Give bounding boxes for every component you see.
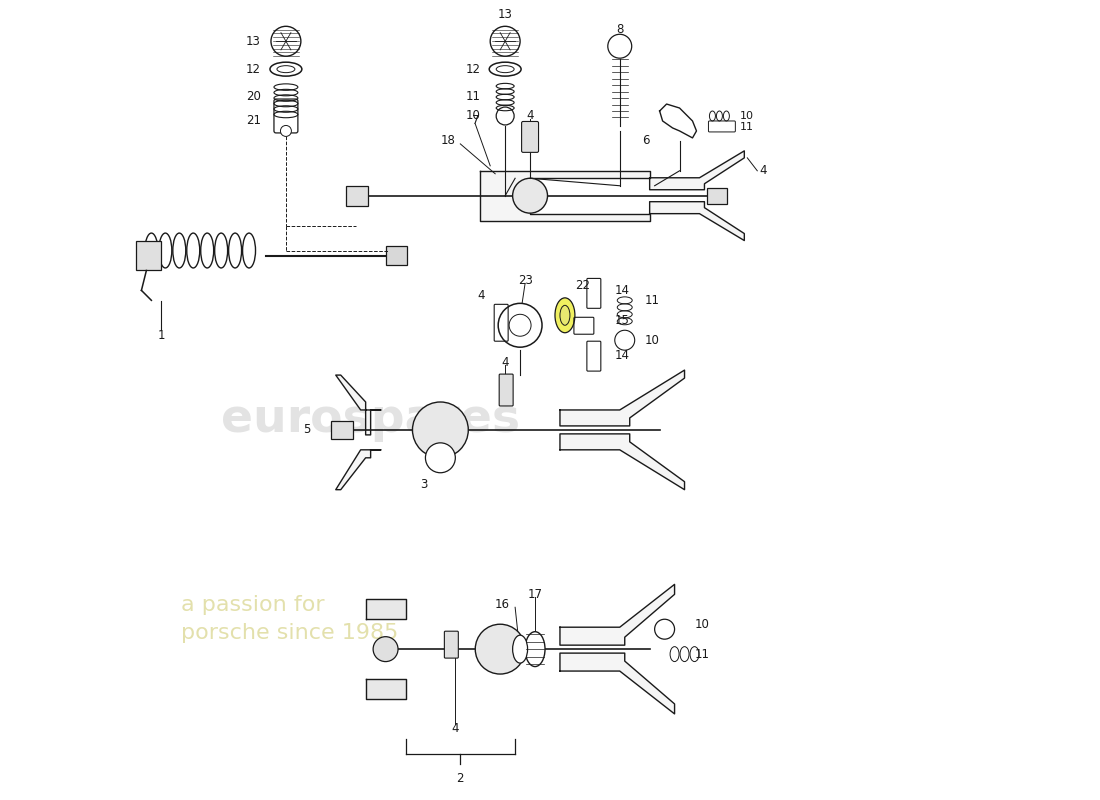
Text: 20: 20 (246, 90, 261, 102)
Text: 14: 14 (615, 349, 630, 362)
Text: 11: 11 (645, 294, 660, 307)
Text: 13: 13 (497, 8, 513, 22)
Text: 4: 4 (526, 110, 534, 122)
Text: 21: 21 (246, 114, 261, 127)
Text: a passion for
porsche since 1985: a passion for porsche since 1985 (182, 595, 398, 643)
Polygon shape (481, 170, 650, 221)
FancyBboxPatch shape (521, 122, 539, 152)
Ellipse shape (373, 637, 398, 662)
Polygon shape (560, 584, 674, 645)
Text: 7: 7 (472, 114, 478, 127)
Text: 10: 10 (739, 111, 754, 121)
Text: 22: 22 (575, 279, 590, 292)
Circle shape (280, 126, 292, 137)
Polygon shape (336, 450, 381, 490)
Ellipse shape (556, 298, 575, 333)
Text: 13: 13 (246, 34, 261, 48)
Text: 11: 11 (465, 90, 481, 102)
Text: 4: 4 (759, 164, 767, 178)
Text: 11: 11 (694, 648, 710, 661)
Text: 14: 14 (615, 284, 630, 297)
Text: 5: 5 (304, 423, 311, 436)
Text: 4: 4 (452, 722, 459, 735)
Text: 6: 6 (642, 134, 650, 147)
Polygon shape (560, 653, 674, 714)
Text: 1: 1 (157, 329, 165, 342)
Text: 11: 11 (739, 122, 754, 132)
Text: 4: 4 (477, 289, 485, 302)
Text: 2: 2 (456, 772, 464, 785)
Polygon shape (560, 370, 684, 426)
Polygon shape (365, 599, 406, 619)
Ellipse shape (560, 306, 570, 326)
Text: 18: 18 (440, 134, 455, 147)
Polygon shape (650, 202, 745, 241)
Text: 12: 12 (465, 62, 481, 76)
FancyBboxPatch shape (499, 374, 513, 406)
Text: 4: 4 (502, 356, 509, 369)
Bar (386, 246, 407, 266)
Ellipse shape (525, 632, 544, 666)
Polygon shape (365, 679, 406, 699)
Polygon shape (336, 375, 381, 435)
Text: 16: 16 (495, 598, 510, 610)
Bar (331, 421, 353, 439)
Circle shape (426, 443, 455, 473)
Text: 15: 15 (615, 314, 629, 326)
Text: eurospares: eurospares (221, 398, 520, 442)
Circle shape (475, 624, 525, 674)
Polygon shape (650, 151, 745, 190)
Text: 12: 12 (246, 62, 261, 76)
Bar (707, 188, 727, 204)
Polygon shape (660, 104, 696, 138)
Ellipse shape (513, 178, 548, 213)
Text: 10: 10 (465, 110, 481, 122)
Polygon shape (560, 434, 684, 490)
Ellipse shape (513, 635, 528, 663)
Bar (345, 186, 367, 206)
FancyBboxPatch shape (444, 631, 459, 658)
Text: 10: 10 (645, 334, 660, 346)
Text: 17: 17 (528, 588, 542, 601)
Circle shape (412, 402, 469, 458)
Text: 8: 8 (616, 22, 624, 36)
Text: 23: 23 (518, 274, 532, 287)
Text: 10: 10 (694, 618, 710, 630)
Text: 3: 3 (420, 478, 428, 491)
Bar (136, 241, 162, 270)
